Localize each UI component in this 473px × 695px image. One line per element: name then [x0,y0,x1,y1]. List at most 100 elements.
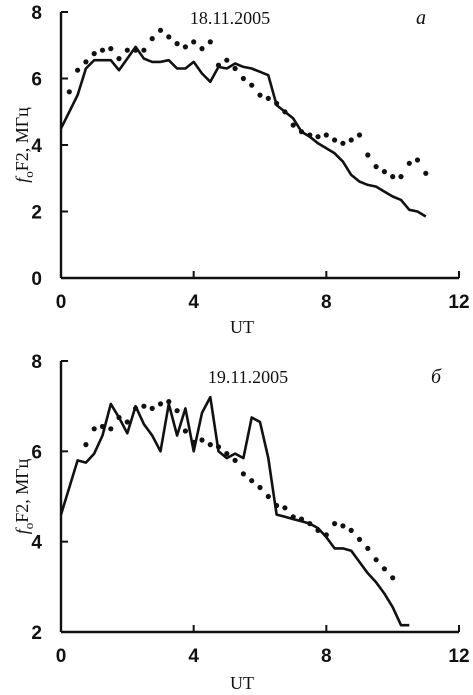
data-point [124,47,130,53]
y-tick-label: 2 [31,203,42,224]
data-point [191,439,197,445]
data-point [207,442,213,448]
data-point [199,437,205,443]
data-point [224,57,230,63]
x-tick-label: 12 [448,292,469,313]
x-tick-label: 12 [448,646,469,667]
data-point [75,67,81,73]
series-dotted [66,27,429,180]
y-tick-label: 8 [31,3,42,24]
data-point [414,157,421,163]
data-point [166,34,172,40]
data-point [332,521,338,527]
data-point [265,493,271,500]
data-point [290,514,296,520]
x-axis-label: UT [230,673,254,693]
data-point [91,51,97,57]
y-axis-label: foF2, МГц [12,458,36,534]
data-point [381,566,387,572]
data-point [315,527,321,534]
data-point [348,527,354,534]
data-point [356,132,363,138]
data-point [307,521,313,527]
data-point [249,82,255,88]
data-point [149,405,155,411]
data-point [381,169,387,175]
chart-panel-2: 0 4 8 12 2 4 6 8 19.11.2005 б UT foF2, МГц [12,352,470,693]
data-point [290,122,296,128]
data-point [108,46,114,52]
x-tick-label: 8 [321,646,332,667]
data-point [249,478,255,484]
data-point [133,47,139,53]
y-tick-label: 6 [31,70,42,91]
data-point [224,451,230,457]
data-point [274,502,280,509]
data-point [240,471,246,477]
data-point [83,59,89,65]
data-point [141,403,147,409]
y-axis-label: foF2, МГц [12,107,36,183]
data-point [332,137,338,143]
data-point [116,56,122,62]
data-point [182,428,188,434]
data-point [215,62,222,68]
data-point [133,405,139,411]
data-point [174,408,180,414]
data-point [390,174,396,180]
y-tick-label: 2 [31,623,42,644]
data-point [265,95,271,101]
data-point [274,100,280,106]
chart-title: 19.11.2005 [208,367,288,387]
data-point [348,137,354,143]
y-tick-label: 4 [31,136,42,157]
data-point [298,516,305,522]
x-tick-label: 4 [188,646,199,667]
data-point [240,75,246,82]
series-line-solid [59,395,410,627]
data-point [365,152,371,158]
x-tick-label: 0 [56,646,67,667]
y-axis-label-f: f [12,526,32,534]
data-point [282,109,288,115]
data-point [282,505,288,511]
data-point [166,399,172,405]
y-tick-label: 0 [31,269,42,290]
data-point [116,414,122,421]
x-tick-label: 0 [56,292,67,313]
data-point [398,174,404,180]
data-point [365,545,371,552]
y-tick-label: 8 [31,352,42,373]
data-point [406,160,412,166]
data-point [207,39,213,45]
data-point [157,401,164,407]
data-point [232,65,238,72]
series-dotted [83,399,396,581]
panel-label: а [416,7,426,29]
data-point [315,134,321,140]
series-line-solid [59,45,427,218]
data-point [340,523,346,529]
data-point [373,164,379,170]
data-point [199,46,205,52]
y-axis-label-sub: o [21,523,36,530]
y-axis-label-f: f [12,175,32,183]
y-tick-label: 4 [31,533,42,554]
data-point [307,132,313,138]
x-axis-label: UT [230,317,254,337]
data-point [149,36,155,42]
data-point [182,44,188,50]
data-point [323,532,329,538]
data-point [373,557,379,563]
y-axis-label-rest: F2, МГц [12,458,32,522]
data-point [66,89,72,95]
data-point [257,92,263,98]
chart-title: 18.11.2005 [190,8,270,28]
x-tick-label: 8 [321,292,332,313]
data-point [191,39,197,45]
data-point [356,536,363,543]
data-point [215,444,222,450]
data-point [99,47,106,53]
data-point [323,132,329,138]
